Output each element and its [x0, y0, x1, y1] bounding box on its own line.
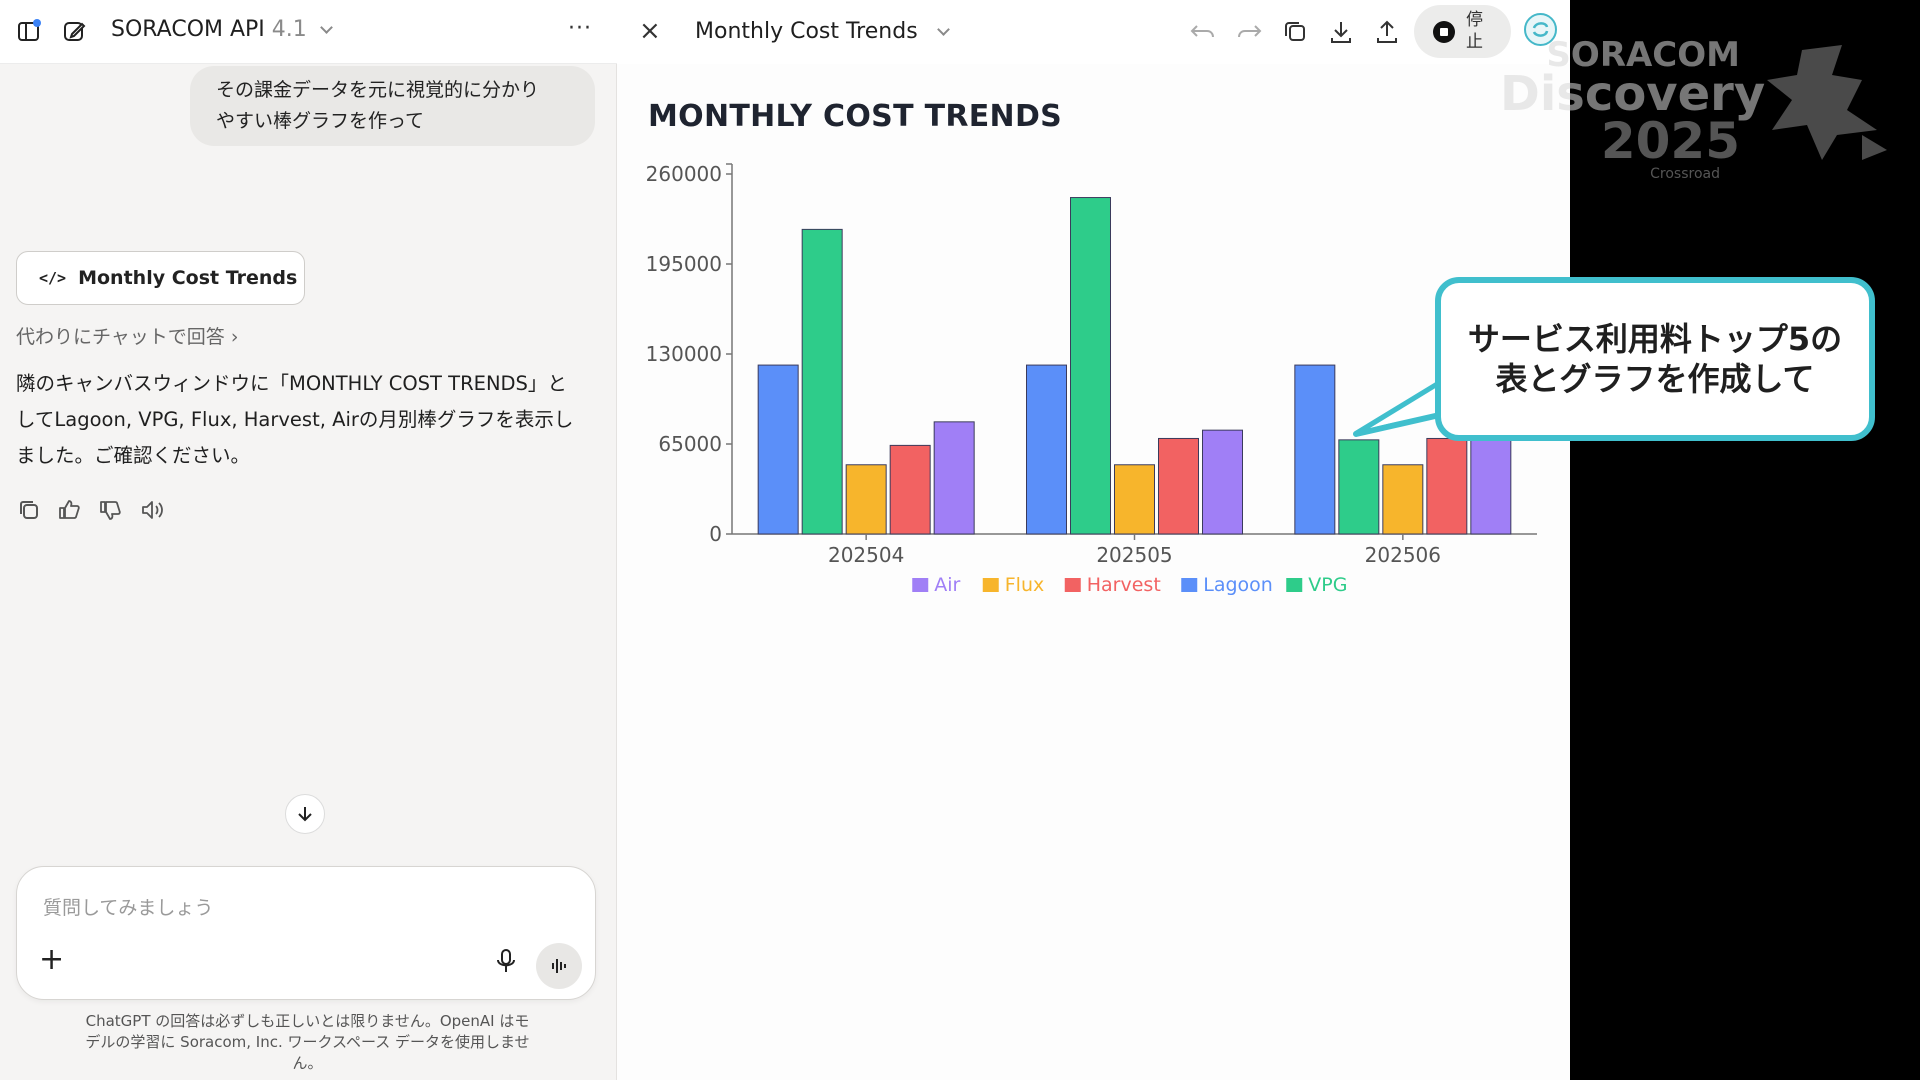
bar-flux: [845, 464, 887, 535]
scroll-down-button[interactable]: [285, 794, 325, 834]
y-tick-label: 65000: [658, 432, 722, 456]
y-tick-label: 130000: [646, 342, 722, 366]
legend-swatch: [1181, 578, 1198, 592]
x-tick-label: 202506: [1365, 543, 1441, 567]
bar-air: [1202, 429, 1243, 535]
brand-line: Crossroad: [1650, 166, 1720, 182]
chat-pane: SORACOM API 4.1 ··· その課金データを元に視覚的に分かり やす…: [0, 0, 617, 1080]
canvas-title: Monthly Cost Trends: [695, 19, 918, 44]
share-icon[interactable]: [1372, 17, 1402, 47]
bar-chart: 0 65000 130000 195000 260000 202504 202505 2025…: [646, 162, 1537, 596]
message-composer[interactable]: 質問してみましょう +: [16, 866, 596, 1000]
legend-swatch: [912, 578, 929, 592]
bar-air: [1470, 439, 1512, 535]
bar-harvest: [1158, 437, 1199, 535]
code-icon: </>: [39, 269, 67, 287]
disclaimer-line: ん。: [292, 1054, 323, 1072]
bar-lagoon: [1294, 364, 1336, 535]
new-chat-icon[interactable]: [60, 16, 90, 46]
legend-label: Flux: [1005, 574, 1045, 596]
legend-swatch: [982, 578, 999, 592]
event-logo: SORACOM Discovery 2025 Crossroad: [1500, 35, 1766, 182]
canvas-title-selector[interactable]: Monthly Cost Trends: [695, 19, 950, 44]
chart-title: MONTHLY COST TRENDS: [648, 99, 1063, 134]
assistant-message-line: 隣のキャンバスウィンドウに「MONTHLY COST TRENDS」と: [16, 372, 567, 395]
copy-icon[interactable]: [1280, 17, 1310, 47]
legend-swatch: [1064, 578, 1081, 592]
user-message: その課金データを元に視覚的に分かり やすい棒グラフを作って: [190, 66, 595, 146]
undo-icon[interactable]: [1188, 17, 1218, 47]
stop-icon: [1433, 21, 1455, 43]
legend-label: Lagoon: [1203, 574, 1273, 596]
presentation-background: [1570, 0, 1920, 1080]
microphone-icon[interactable]: [493, 947, 519, 975]
download-icon[interactable]: [1326, 17, 1356, 47]
voice-mode-button[interactable]: [536, 943, 582, 989]
stop-button[interactable]: 停止: [1414, 5, 1511, 58]
avatar[interactable]: [1524, 13, 1557, 46]
bar-harvest: [889, 444, 931, 535]
callout-line: サービス利用料トップ5の: [1467, 320, 1843, 358]
model-selector[interactable]: SORACOM API 4.1: [111, 17, 333, 42]
chevron-down-icon: [936, 23, 950, 36]
brand-line: 2025: [1600, 112, 1740, 170]
bar-lagoon: [1026, 364, 1067, 535]
canvas-header: × Monthly Cost Trends 停止: [617, 0, 1570, 64]
bar-flux: [1382, 464, 1424, 535]
user-message-line: その課金データを元に視覚的に分かり: [216, 79, 540, 101]
brand-line: Discovery: [1500, 66, 1766, 122]
waveform-icon: [552, 959, 566, 973]
read-aloud-icon[interactable]: [139, 497, 165, 523]
x-tick-label: 202505: [1096, 543, 1172, 567]
legend-label: VPG: [1308, 574, 1347, 596]
close-canvas-button[interactable]: ×: [639, 16, 661, 46]
artifact-chip-label: Monthly Cost Trends: [78, 267, 298, 289]
artifact-chip[interactable]: </> Monthly Cost Trends: [16, 251, 305, 305]
redo-icon[interactable]: [1234, 17, 1264, 47]
thumbs-down-icon[interactable]: [98, 497, 124, 523]
bar-vpg: [1338, 439, 1380, 535]
chat-header: SORACOM API 4.1 ···: [0, 0, 617, 64]
bar-harvest: [1426, 437, 1468, 535]
disclaimer: ChatGPT の回答は必ずしも正しいとは限りません。OpenAI はモ デルの…: [70, 1011, 545, 1074]
disclaimer-line: ChatGPT の回答は必ずしも正しいとは限りません。OpenAI はモ: [85, 1012, 530, 1030]
bar-vpg: [801, 228, 843, 535]
legend-label: Air: [934, 574, 960, 596]
bar-lagoon: [757, 364, 799, 535]
canvas-pane: × Monthly Cost Trends 停止 MONTHLY COST TR…: [617, 0, 1570, 1080]
callout-bubble: サービス利用料トップ5の 表とグラフを作成して: [1435, 277, 1875, 441]
bar-vpg: [1070, 197, 1111, 535]
model-version: 4.1: [271, 17, 307, 42]
y-tick-label: 0: [709, 522, 722, 546]
event-logo-mark-icon: [1767, 45, 1887, 160]
stop-label: 停止: [1466, 10, 1483, 52]
bar-air: [933, 421, 975, 535]
y-tick-label: 260000: [646, 162, 722, 186]
assistant-message-line: ました。ご確認ください。: [16, 444, 251, 467]
copy-icon[interactable]: [16, 497, 42, 523]
legend-swatch: [1286, 578, 1303, 592]
assistant-message-line: してLagoon, VPG, Flux, Harvest, Airの月別棒グラフ…: [16, 408, 574, 431]
add-attachment-button[interactable]: +: [39, 942, 65, 977]
arrow-down-icon: [298, 807, 312, 822]
callout-line: 表とグラフを作成して: [1495, 360, 1815, 398]
user-message-line: やすい棒グラフを作って: [216, 110, 425, 132]
brand-line: SORACOM: [1546, 35, 1740, 75]
sidebar-toggle-icon[interactable]: [14, 16, 44, 46]
more-options-button[interactable]: ···: [568, 16, 592, 41]
composer-input[interactable]: 質問してみましょう: [43, 897, 214, 919]
chat-instead-link[interactable]: 代わりにチャットで回答 ›: [16, 326, 239, 348]
legend-label: Harvest: [1087, 574, 1161, 596]
disclaimer-line: デルの学習に Soracom, Inc. ワークスペース データを使用しませ: [85, 1033, 530, 1051]
assistant-message: 隣のキャンバスウィンドウに「MONTHLY COST TRENDS」と してLa…: [16, 366, 606, 474]
chevron-down-icon: [319, 21, 333, 34]
x-tick-label: 202504: [828, 543, 904, 567]
bar-flux: [1114, 464, 1155, 535]
model-name: SORACOM API: [111, 17, 265, 42]
thumbs-up-icon[interactable]: [57, 497, 83, 523]
y-tick-label: 195000: [646, 252, 722, 276]
